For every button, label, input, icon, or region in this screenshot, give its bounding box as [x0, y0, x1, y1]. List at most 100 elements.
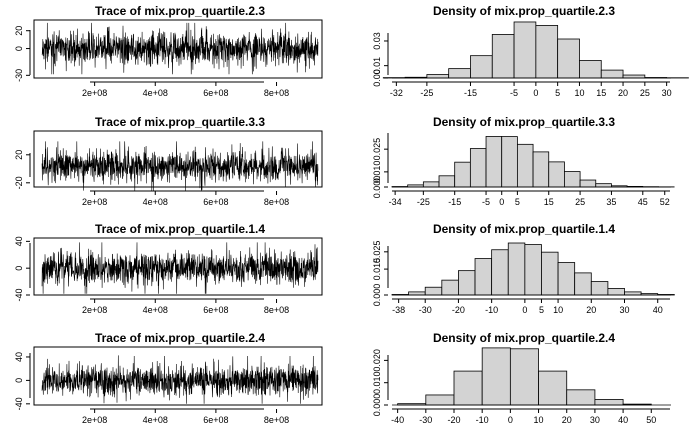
panel-density-2-4: Density of mix.prop_quartile.2.4 -40 -30-…	[372, 331, 671, 425]
plot-frame	[33, 237, 323, 296]
x-tick-label: 45	[638, 197, 648, 207]
y-tick-label: 0.000	[372, 284, 382, 307]
y-tick-label: 0	[14, 266, 24, 271]
plot-frame	[33, 346, 323, 406]
histogram-bar	[454, 161, 471, 188]
chart-title: Trace of mix.prop_quartile.3.3	[95, 115, 265, 129]
x-tick-label: -25	[417, 197, 430, 207]
x-tick-label: 6e+08	[203, 415, 228, 425]
histogram-bar	[453, 370, 483, 406]
x-tick-label: 2e+08	[82, 305, 107, 315]
histogram-bar	[426, 74, 450, 79]
x-tick-label: 52	[660, 197, 670, 207]
y-tick-label: 0.000	[372, 176, 382, 199]
histogram-bar	[470, 55, 493, 79]
x-tick-label: -10	[476, 415, 489, 425]
plot-area: 2e+08 4e+08 6e+08 8e+08 -20 20	[14, 130, 323, 207]
y-tick-label: 0.025	[372, 241, 382, 264]
panel-trace-2-4: Trace of mix.prop_quartile.2.4 2e+08 4e+0…	[14, 331, 323, 425]
y-tick-label: 40	[14, 352, 24, 362]
panel-trace-2-3: Trace of mix.prop_quartile.2.3 2e+08 4e+0…	[14, 4, 323, 98]
y-tick-label: 0.025	[372, 138, 382, 161]
x-tick-label: -10	[485, 305, 498, 315]
x-tick-label: 2e+08	[82, 415, 107, 425]
trace-series-line	[41, 242, 319, 294]
x-tick-label: -40	[391, 415, 404, 425]
histogram-bar	[501, 136, 518, 188]
x-tick-label: 2e+08	[82, 88, 107, 98]
x-tick-label: -20	[452, 305, 465, 315]
x-tick-label: 35	[606, 197, 616, 207]
x-tick-label: 5	[515, 197, 520, 207]
x-tick-label: 0	[499, 197, 504, 207]
y-tick-label: 20	[14, 26, 24, 36]
histogram-bar	[524, 244, 542, 296]
histogram-bar	[448, 68, 471, 79]
x-tick-label: 8e+08	[264, 88, 289, 98]
histogram-bar	[516, 143, 534, 188]
histogram-bar	[485, 136, 503, 188]
y-tick-label: 0	[14, 378, 24, 383]
chart-title: Trace of mix.prop_quartile.1.4	[95, 222, 265, 236]
histogram-bar	[438, 175, 456, 188]
histogram-bar	[574, 272, 592, 296]
histogram-bar	[535, 25, 559, 79]
x-tick-label: 15	[596, 88, 606, 98]
histogram-bar	[607, 288, 625, 296]
x-tick-label: 40	[618, 415, 628, 425]
x-tick-label: 30	[662, 88, 672, 98]
panel-density-2-3: Density of mix.prop_quartile.2.3 -32 -25-…	[372, 4, 689, 98]
x-tick-label: 4e+08	[143, 415, 168, 425]
x-tick-label: -30	[419, 415, 432, 425]
y-tick-label: 20	[14, 150, 24, 160]
histogram-bar	[474, 258, 493, 296]
x-tick-label: 4e+08	[143, 305, 168, 315]
x-tick-label: -15	[448, 197, 461, 207]
x-tick-label: 0	[533, 88, 538, 98]
histogram-bar	[422, 181, 440, 188]
histogram-bar	[579, 60, 602, 79]
x-tick-label: 30	[590, 415, 600, 425]
y-tick-label: -40	[14, 288, 24, 301]
x-tick-label: 20	[618, 88, 628, 98]
histogram-bar	[564, 171, 581, 188]
chart-title: Trace of mix.prop_quartile.2.3	[95, 4, 265, 18]
y-tick-label: 40	[14, 236, 24, 246]
histogram-bar	[622, 74, 646, 79]
y-tick-label: -30	[14, 69, 24, 82]
x-tick-label: 50	[646, 415, 656, 425]
x-tick-label: 0	[508, 415, 513, 425]
plot-area: 2e+08 4e+08 6e+08 8e+08 -30 0 20	[14, 19, 323, 98]
x-tick-label: 6e+08	[203, 197, 228, 207]
x-tick-label: 4e+08	[143, 197, 168, 207]
plot-frame	[33, 19, 323, 79]
histogram-bar	[481, 347, 511, 406]
x-tick-label: 8e+08	[264, 197, 289, 207]
histogram-bar	[425, 394, 455, 406]
chart-title: Trace of mix.prop_quartile.2.4	[95, 331, 265, 345]
chart-title: Density of mix.prop_quartile.1.4	[433, 222, 615, 236]
histogram-bar	[491, 249, 509, 296]
histogram-bar	[594, 399, 624, 406]
x-tick-label: 10	[553, 305, 563, 315]
y-tick-label: -20	[14, 176, 24, 189]
plot-frame	[33, 130, 323, 188]
trace-series-line	[41, 141, 319, 191]
y-tick-label: 0.00	[372, 69, 382, 87]
x-tick-label: 2e+08	[82, 197, 107, 207]
trace-series-line	[41, 355, 319, 404]
x-tick-label: -38	[392, 305, 405, 315]
x-tick-label: -5	[482, 197, 490, 207]
x-tick-label: -5	[510, 88, 518, 98]
x-tick-label: 6e+08	[203, 88, 228, 98]
chart-title: Density of mix.prop_quartile.2.3	[433, 4, 615, 18]
x-tick-label: 25	[575, 197, 585, 207]
histogram-bar	[557, 38, 580, 79]
panel-trace-1-4: Trace of mix.prop_quartile.1.4 2e+08 4e+0…	[14, 222, 323, 315]
panel-trace-3-3: Trace of mix.prop_quartile.3.3 2e+08 4e+0…	[14, 115, 323, 207]
y-tick-label: 0.020	[372, 349, 382, 372]
panel-density-3-3: Density of mix.prop_quartile.3.3 -34 -25-…	[372, 115, 675, 207]
